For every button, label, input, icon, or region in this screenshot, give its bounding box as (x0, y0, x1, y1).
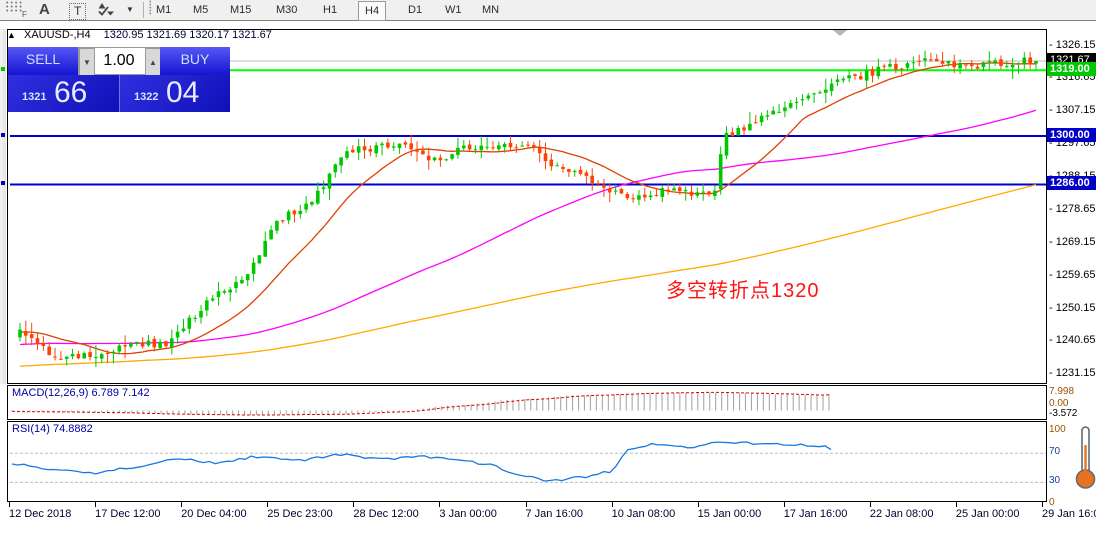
svg-text:MACD(12,26,9) 6.789 7.142: MACD(12,26,9) 6.789 7.142 (12, 387, 150, 399)
svg-text:RSI(14) 74.8882: RSI(14) 74.8882 (12, 423, 93, 435)
